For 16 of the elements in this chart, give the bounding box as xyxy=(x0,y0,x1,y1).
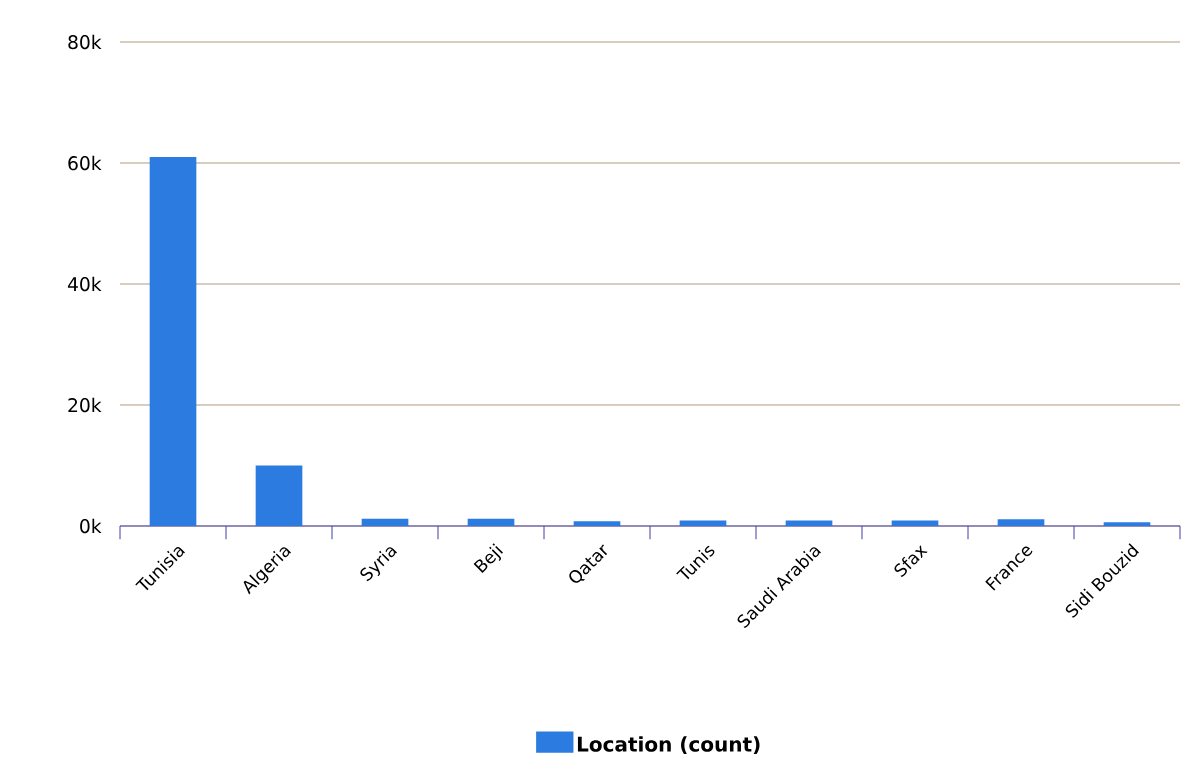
bar xyxy=(573,521,621,526)
y-tick-label: 40k xyxy=(67,276,102,292)
bar xyxy=(997,519,1045,526)
y-tick-label: 60k xyxy=(68,155,102,171)
bar xyxy=(467,518,515,526)
y-tick-label: 80k xyxy=(68,34,102,50)
bar xyxy=(255,465,303,526)
bar xyxy=(149,156,197,526)
bar xyxy=(891,520,939,526)
bar xyxy=(1103,522,1151,526)
bar xyxy=(785,520,833,526)
y-tick-label: 0k xyxy=(80,518,102,534)
bar xyxy=(361,518,409,526)
bar xyxy=(679,520,727,526)
legend-label: Location (count) xyxy=(577,736,760,755)
y-tick-label: 20k xyxy=(68,397,102,413)
